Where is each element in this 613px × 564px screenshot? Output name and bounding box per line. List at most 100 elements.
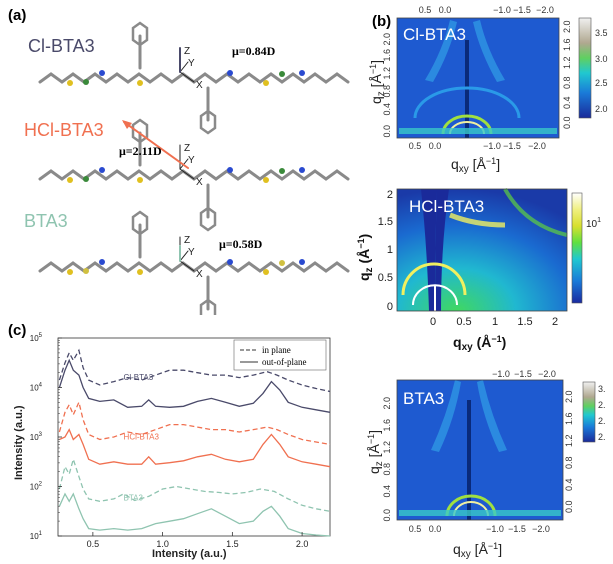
x-axis-label: qxy [Å−1]: [451, 156, 500, 175]
atom: [299, 70, 305, 76]
series-label: BTA3: [124, 493, 144, 502]
colorbar: [578, 17, 592, 119]
tick: 0.5: [378, 272, 393, 284]
series-hcl-bta3-out-of-plane: [59, 428, 331, 468]
mol-name-hcl-bta3: HCl-BTA3: [24, 120, 104, 141]
map-features: [399, 20, 557, 138]
atom: [137, 80, 143, 86]
atom: [227, 259, 233, 265]
tick: 2.: [598, 400, 606, 410]
tick: 3.: [598, 384, 606, 394]
atom: [299, 167, 305, 173]
x-axis: [179, 260, 195, 272]
phenyl-ring: [131, 118, 149, 144]
dipole-arrow: [123, 121, 189, 169]
right-ticks: 0.0 0.4 0.8 1.2 1.6 2.0: [562, 20, 572, 129]
atom: [227, 167, 233, 173]
legend: in plane out-of-plane: [233, 339, 327, 371]
tick: 0.0: [382, 125, 392, 138]
map-title: Cl-BTA3: [403, 25, 466, 44]
tick: 0.0: [562, 116, 572, 129]
atom: [263, 269, 269, 275]
dipole-hcl-bta3: μ=2.11D: [119, 144, 162, 158]
x-tick-label: 1.0: [156, 539, 169, 549]
tick: 0.5: [409, 141, 422, 151]
bottom-ticks: 0 0.5 1 1.5 2: [430, 316, 558, 328]
map-features: [401, 188, 568, 311]
y-axis: [179, 61, 189, 73]
legend-out-of-plane-label: out-of-plane: [262, 357, 306, 367]
series-cl-bta3-out-of-plane: [58, 358, 331, 413]
colorbar-tick: 101: [586, 217, 601, 230]
x-axis: [179, 168, 195, 180]
atom: [227, 70, 233, 76]
phenyl-ring: [131, 21, 149, 47]
tick: −1.0: [486, 524, 504, 534]
mol-name-text: Cl-BTA3: [28, 36, 95, 56]
tick: −1.5: [503, 141, 521, 151]
atom: [83, 176, 89, 182]
axis-x-label: X: [196, 80, 203, 91]
axis-z-label: Z: [184, 46, 190, 57]
tick: −2.0: [536, 5, 554, 15]
y-tick-label: 102: [30, 482, 43, 492]
mol-name-text: HCl-BTA3: [24, 120, 104, 140]
tick: 0.8: [382, 463, 392, 476]
x-axis-label: qxy [Å−1]: [453, 541, 502, 560]
axis-z-label: Z: [184, 143, 190, 154]
y-tick-label: 105: [30, 333, 43, 343]
tick: 2.0: [564, 390, 574, 403]
atom: [67, 269, 73, 275]
tick: −2.0: [528, 141, 546, 151]
y-axis-label: qz [Å−1]: [366, 430, 385, 474]
tick: −1.5: [513, 5, 531, 15]
atom: [83, 79, 89, 85]
tick: 2.5: [595, 78, 608, 88]
right-ticks: 0.0 0.4 0.8 1.2 1.6 2.0: [564, 390, 574, 513]
tick: 1.6: [562, 38, 572, 51]
tick: −2.0: [538, 370, 556, 379]
map-title: HCl-BTA3: [409, 197, 484, 216]
y-axis: [179, 250, 189, 262]
atom: [137, 269, 143, 275]
axis-x-label: X: [196, 177, 203, 188]
tick: 0.0: [564, 500, 574, 513]
atom: [99, 70, 105, 76]
tick: 2: [387, 189, 393, 201]
tick: 0: [387, 301, 393, 313]
axis-y-label: Y: [188, 58, 195, 69]
panel-b-label: (b): [372, 13, 392, 30]
tick: 0.0: [429, 524, 442, 534]
tick: 0.8: [382, 85, 392, 98]
tick: 0.4: [382, 485, 392, 498]
atom: [99, 259, 105, 265]
tick: 0.4: [564, 478, 574, 491]
mol-name-bta3: BTA3: [24, 211, 68, 232]
bottom-ticks: 0.5 0.0 −1.0 −1.5 −2.0: [409, 141, 546, 151]
axis-x-label: X: [196, 269, 203, 280]
axis-y-label: Y: [188, 155, 195, 166]
series-cl-bta3-in-plane: [58, 348, 331, 393]
panel-c-label: (c): [8, 322, 27, 339]
atom: [279, 168, 285, 174]
giwaxs-map-hcl-bta3: HCl-BTA3 0 0.5 1 1.5 2 2 1.5 1 0.5 0 101…: [356, 188, 601, 353]
atom: [299, 259, 305, 265]
tick: 2: [552, 316, 558, 328]
legend-in-plane-label: in plane: [262, 345, 291, 355]
tick: 1.5: [517, 316, 532, 328]
tick: 1.5: [378, 216, 393, 228]
tick: 1.2: [564, 434, 574, 447]
atom: [137, 177, 143, 183]
tick: −1.5: [508, 524, 526, 534]
atom: [263, 177, 269, 183]
colorbar-ticks: 3.5 3.0 2.5 2.0: [595, 28, 608, 114]
panel-a-label: (a): [8, 7, 27, 24]
tick: 2.0: [382, 397, 392, 410]
map-title: BTA3: [403, 389, 444, 408]
tick: 2.: [598, 416, 606, 426]
tick: 0.5: [419, 5, 432, 15]
colorbar: [582, 381, 596, 443]
x-axis-label: qxy (Å−1): [453, 334, 506, 353]
tick: 0.8: [562, 76, 572, 89]
series-bta3-in-plane: [58, 457, 331, 512]
